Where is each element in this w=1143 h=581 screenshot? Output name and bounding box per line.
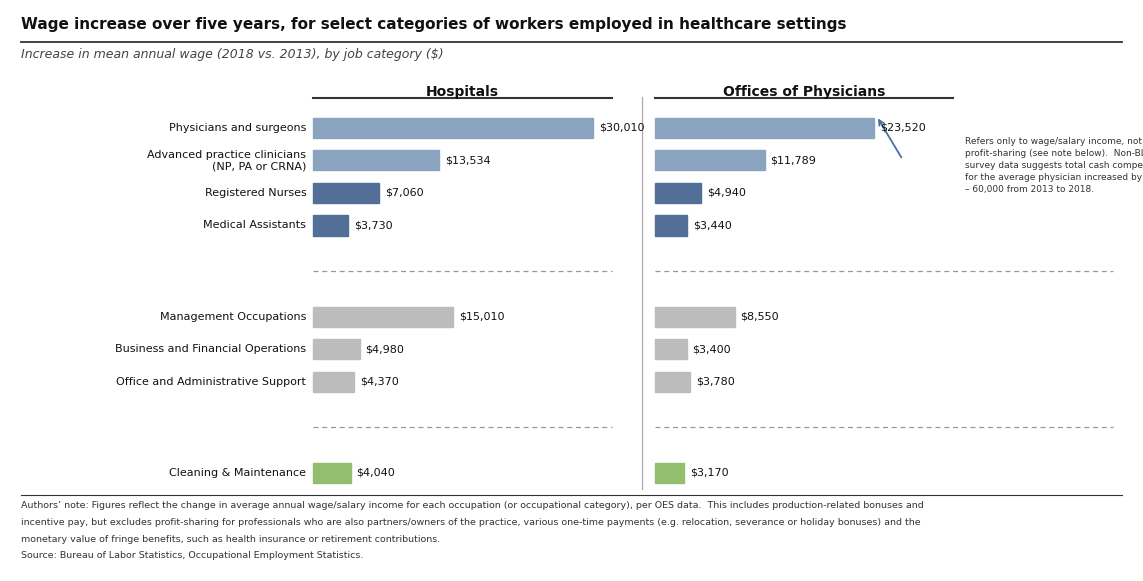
Text: $30,010: $30,010 <box>599 123 645 133</box>
Text: $11,789: $11,789 <box>770 155 816 166</box>
Text: Management Occupations: Management Occupations <box>160 311 306 322</box>
Text: monetary value of fringe benefits, such as health insurance or retirement contri: monetary value of fringe benefits, such … <box>21 535 440 543</box>
Text: Source: Bureau of Labor Statistics, Occupational Employment Statistics.: Source: Bureau of Labor Statistics, Occu… <box>21 551 363 560</box>
Text: Registered Nurses: Registered Nurses <box>205 188 306 198</box>
Text: $7,060: $7,060 <box>385 188 423 198</box>
Text: $4,980: $4,980 <box>366 344 405 354</box>
Text: Refers only to wage/salary income, not to
profit-sharing (see note below).  Non-: Refers only to wage/salary income, not t… <box>965 137 1143 194</box>
Text: Increase in mean annual wage (2018 vs. 2013), by job category ($): Increase in mean annual wage (2018 vs. 2… <box>21 48 443 60</box>
Text: Office and Administrative Support: Office and Administrative Support <box>117 376 306 387</box>
Text: Cleaning & Maintenance: Cleaning & Maintenance <box>169 468 306 478</box>
Text: $3,730: $3,730 <box>353 221 392 231</box>
Text: Authors’ note: Figures reflect the change in average annual wage/salary income f: Authors’ note: Figures reflect the chang… <box>21 501 924 510</box>
Text: Hospitals: Hospitals <box>426 85 498 99</box>
Text: Medical Assistants: Medical Assistants <box>203 221 306 231</box>
Text: $4,940: $4,940 <box>706 188 745 198</box>
Text: incentive pay, but excludes profit-sharing for professionals who are also partne: incentive pay, but excludes profit-shari… <box>21 518 920 526</box>
Text: $23,520: $23,520 <box>880 123 926 133</box>
Text: $3,400: $3,400 <box>693 344 732 354</box>
Text: Physicians and surgeons: Physicians and surgeons <box>169 123 306 133</box>
Text: $13,534: $13,534 <box>445 155 490 166</box>
Text: $3,170: $3,170 <box>690 468 729 478</box>
Text: $3,440: $3,440 <box>693 221 732 231</box>
Text: $3,780: $3,780 <box>696 376 735 387</box>
Text: $4,040: $4,040 <box>357 468 395 478</box>
Text: $8,550: $8,550 <box>741 311 780 322</box>
Text: $15,010: $15,010 <box>458 311 504 322</box>
Text: Wage increase over five years, for select categories of workers employed in heal: Wage increase over five years, for selec… <box>21 17 846 33</box>
Text: Business and Financial Operations: Business and Financial Operations <box>115 344 306 354</box>
Text: Offices of Physicians: Offices of Physicians <box>722 85 886 99</box>
Text: $4,370: $4,370 <box>360 376 399 387</box>
Text: Advanced practice clinicians
(NP, PA or CRNA): Advanced practice clinicians (NP, PA or … <box>147 149 306 171</box>
